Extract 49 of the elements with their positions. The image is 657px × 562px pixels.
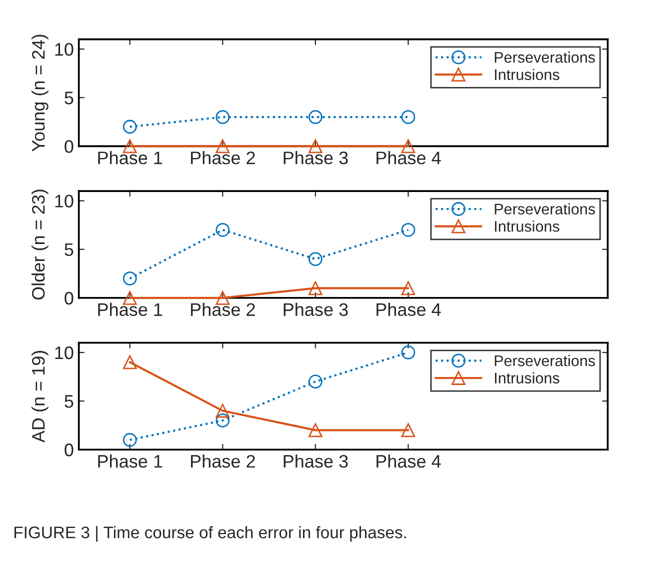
point [122, 120, 137, 134]
point [401, 281, 416, 296]
legend-label: Perseverations [494, 52, 595, 63]
point [308, 252, 322, 266]
y-tick-label: 0 [64, 292, 74, 305]
x-tick-label: Phase 2 [191, 302, 255, 316]
x-tick-label: Phase 1 [98, 454, 162, 468]
point [122, 272, 137, 286]
x-tick-label: Phase 2 [191, 151, 255, 164]
point [216, 110, 230, 124]
y-tick-label: 5 [64, 92, 74, 104]
y-tick-label: 5 [64, 243, 74, 256]
point [122, 432, 137, 447]
y-tick-label: 10 [55, 194, 74, 208]
legend-label: Perseverations [494, 203, 595, 214]
point [308, 110, 322, 124]
point [401, 346, 416, 360]
y-tick-label: 0 [64, 140, 74, 153]
point [216, 222, 230, 237]
x-tick-label: Phase 4 [376, 454, 441, 468]
y-axis-title: Older (n = 23) [32, 190, 48, 300]
y-tick-label: 5 [64, 395, 74, 408]
x-tick-label: Phase 3 [284, 151, 348, 164]
x-tick-label: Phase 1 [98, 302, 162, 316]
point [308, 281, 322, 296]
legend-label: Intrusions [495, 220, 560, 232]
y-tick-label: 10 [55, 42, 74, 56]
x-tick-label: Phase 2 [191, 454, 255, 468]
point [216, 404, 230, 418]
x-tick-label: Phase 3 [284, 454, 348, 468]
point [122, 355, 137, 370]
x-tick-label: Phase 4 [376, 151, 441, 164]
legend-label: Intrusions [495, 372, 560, 384]
legend-label: Perseverations [494, 354, 595, 366]
point [401, 110, 416, 124]
x-tick-label: Phase 1 [98, 151, 162, 164]
caption: FIGURE 3 | Time course of each error in four phases. [14, 526, 406, 542]
point [401, 222, 416, 237]
point [216, 414, 230, 428]
point [401, 423, 416, 438]
x-tick-label: Phase 3 [284, 302, 348, 316]
y-axis-title: AD (n = 19) [32, 350, 48, 443]
point [308, 423, 322, 438]
y-axis-title: Young (n = 24) [32, 34, 48, 152]
x-tick-label: Phase 4 [376, 302, 441, 316]
legend-label: Intrusions [495, 68, 560, 80]
y-tick-label: 0 [64, 444, 74, 456]
y-tick-label: 10 [55, 346, 74, 360]
point [308, 374, 322, 389]
